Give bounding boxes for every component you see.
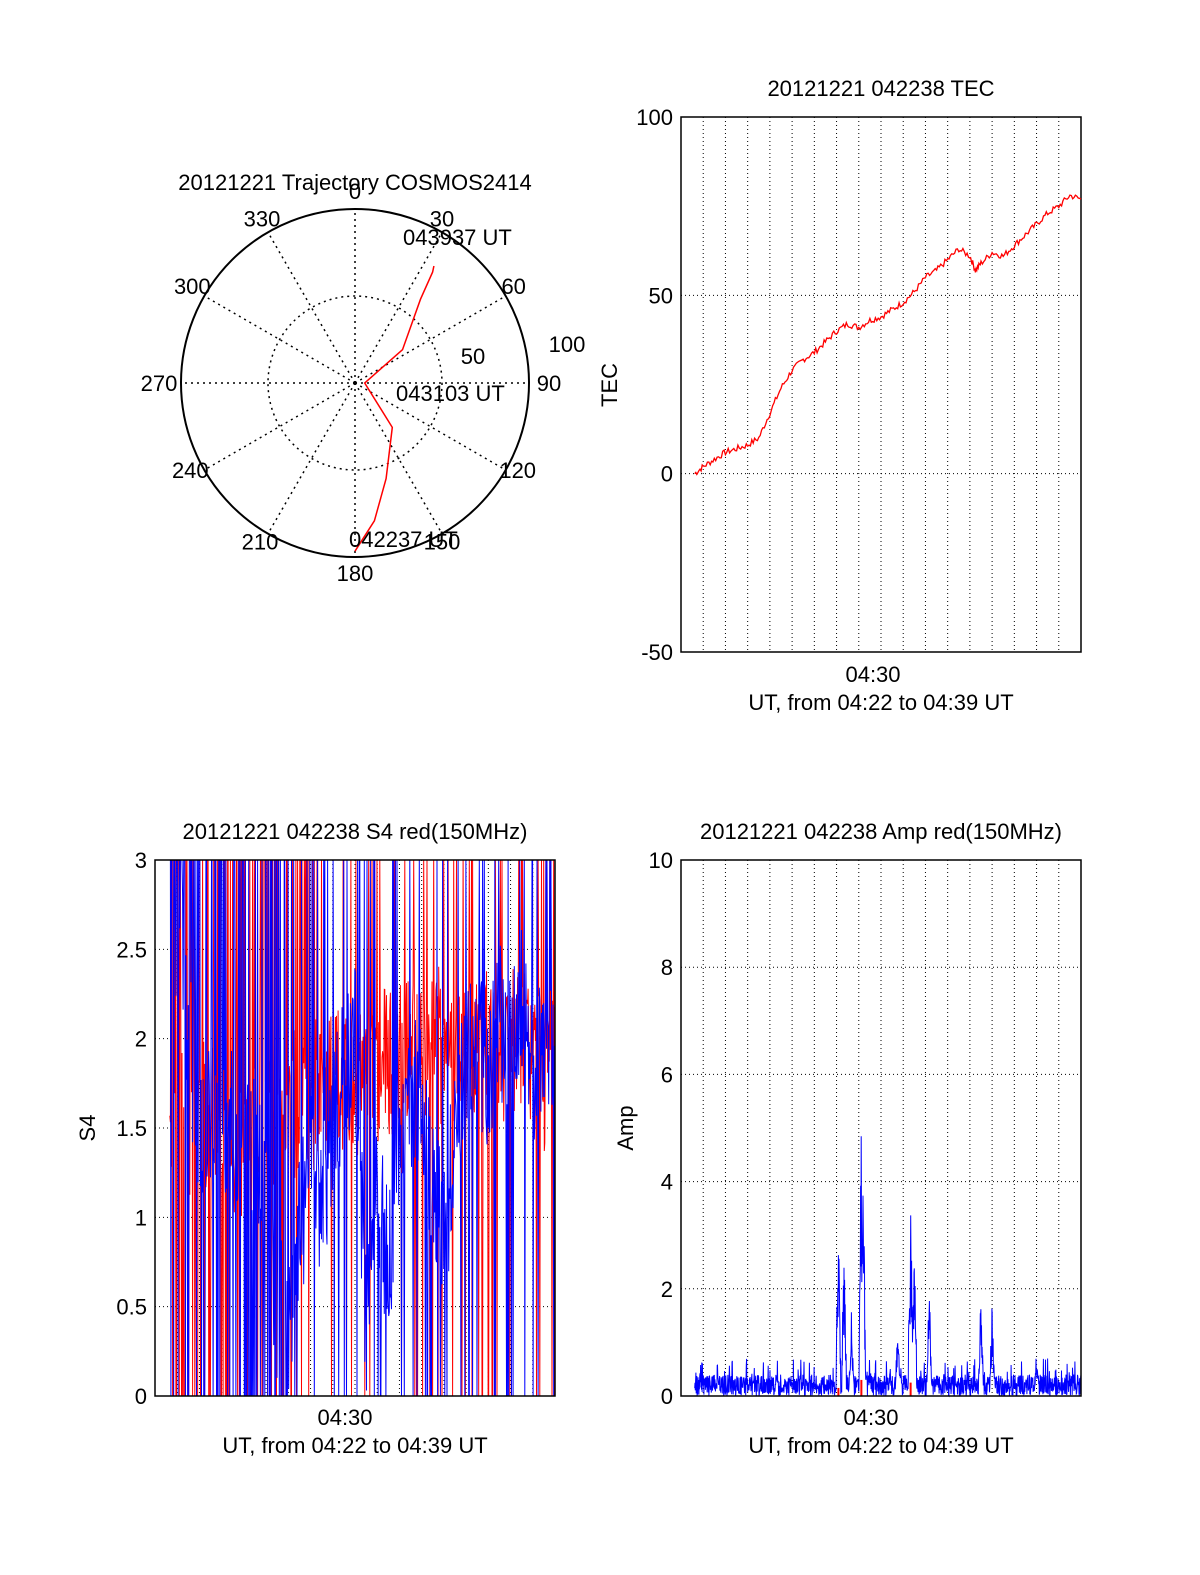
polar-azimuth-label: 180 [337, 561, 374, 586]
amp-title: 20121221 042238 Amp red(150MHz) [700, 819, 1062, 844]
tec-title: 20121221 042238 TEC [767, 76, 994, 101]
polar-spoke [354, 295, 507, 384]
amp-plot: 20121221 042238 Amp red(150MHz) 0246810 … [613, 819, 1082, 1458]
y-tick-label: -50 [641, 640, 673, 665]
s4-x-tick-label: 04:30 [317, 1405, 372, 1430]
y-tick-label: 2 [135, 1027, 147, 1052]
y-tick-label: 0.5 [116, 1295, 147, 1320]
trajectory-end-time: 043937 UT [403, 225, 512, 250]
y-tick-label: 0 [135, 1384, 147, 1409]
trajectory-start-time: 042237 UT [349, 527, 458, 552]
polar-azimuth-label: 90 [537, 371, 561, 396]
polar-radial-label-50: 50 [461, 344, 485, 369]
polar-spoke [203, 382, 356, 471]
amp-y-axis-label: Amp [613, 1105, 638, 1150]
s4-y-axis-label: S4 [75, 1115, 100, 1142]
polar-spokes [181, 209, 529, 557]
polar-azimuth-label: 270 [141, 371, 178, 396]
s4-plot: 20121221 042238 S4 red(150MHz) 0 0.5 1 1.5 2… [75, 819, 556, 1458]
y-tick-label: 2.5 [116, 937, 147, 962]
y-tick-label: 100 [636, 105, 673, 130]
polar-inner-circle [267, 295, 443, 471]
polar-spoke [354, 231, 443, 384]
s4-y-ticks: 0 0.5 1 1.5 2 2.5 3 [116, 848, 147, 1409]
tec-y-axis-label: TEC [597, 363, 622, 407]
polar-azimuth-label: 30 [430, 206, 454, 231]
s4-series-line [169, 859, 556, 1397]
y-tick-label: 10 [649, 848, 673, 873]
y-tick-label: 0 [661, 1384, 673, 1409]
s4-x-axis-label: UT, from 04:22 to 04:39 UT [222, 1433, 487, 1458]
polar-azimuth-label: 240 [172, 458, 209, 483]
tec-frame [680, 116, 1082, 653]
polar-spoke [203, 295, 356, 384]
s4-frame [154, 859, 556, 1397]
tec-x-axis-label: UT, from 04:22 to 04:39 UT [748, 690, 1013, 715]
polar-azimuth-label: 0 [349, 179, 361, 204]
polar-outer-circle [180, 208, 530, 558]
trajectory-mid-time: 043103 UT [396, 381, 505, 406]
tec-x-tick-label: 04:30 [845, 662, 900, 687]
amp-x-tick-label: 04:30 [843, 1405, 898, 1430]
y-tick-label: 1 [135, 1205, 147, 1230]
y-tick-label: 8 [661, 955, 673, 980]
s4-title: 20121221 042238 S4 red(150MHz) [183, 819, 528, 844]
amp-series [694, 1136, 1082, 1398]
amp-y-ticks: 0 2 4 6 8 10 [649, 848, 673, 1409]
polar-spoke [354, 382, 443, 535]
y-tick-label: 6 [661, 1062, 673, 1087]
polar-azimuth-labels: 0 30 60 90 120 150 180 210 240 270 300 330 [141, 179, 562, 586]
polar-spoke [354, 382, 507, 471]
trajectory-polar-plot: 20121221 Trajectory COSMOS2414 0 30 60 90 12… [141, 170, 586, 586]
amp-frame [680, 859, 1082, 1397]
y-tick-label: 50 [649, 283, 673, 308]
polar-spoke [267, 382, 356, 535]
polar-azimuth-label: 120 [499, 458, 536, 483]
s4-series [169, 859, 556, 1397]
tec-plot: 20121221 042238 TEC -50 0 50 100 04:30 UT, … [597, 76, 1082, 715]
tec-y-ticks: -50 0 50 100 [636, 105, 673, 665]
tec-series [694, 194, 1082, 476]
polar-azimuth-label: 150 [424, 530, 461, 555]
polar-azimuth-label: 60 [501, 274, 525, 299]
polar-azimuth-label: 300 [174, 274, 211, 299]
y-tick-label: 4 [661, 1170, 673, 1195]
polar-azimuth-label: 210 [242, 530, 279, 555]
y-tick-label: 3 [135, 848, 147, 873]
y-tick-label: 2 [661, 1277, 673, 1302]
amp-line [694, 1136, 1082, 1398]
trajectory-line [354, 265, 435, 552]
amp-x-axis-label: UT, from 04:22 to 04:39 UT [748, 1433, 1013, 1458]
polar-radial-label-100: 100 [549, 332, 586, 357]
polar-title: 20121221 Trajectory COSMOS2414 [178, 170, 531, 195]
tec-line [694, 194, 1082, 476]
tec-grid [681, 117, 1081, 652]
y-tick-label: 0 [661, 462, 673, 487]
polar-azimuth-label: 330 [244, 206, 281, 231]
amp-grid [681, 860, 1081, 1396]
polar-spoke [267, 231, 356, 384]
y-tick-label: 1.5 [116, 1116, 147, 1141]
